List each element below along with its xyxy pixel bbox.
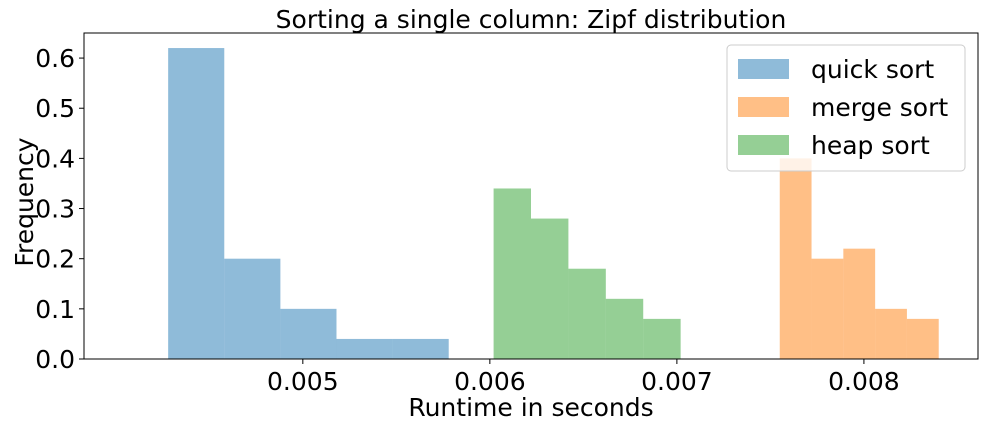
- histogram-bar: [336, 338, 393, 359]
- histogram-bar: [568, 268, 606, 359]
- histogram-bar: [811, 258, 844, 359]
- x-tick-label: 0.007: [641, 367, 713, 396]
- y-tick-label: 0.4: [35, 144, 75, 173]
- series-merge-sort: [779, 158, 939, 359]
- series-heap-sort: [493, 188, 681, 359]
- axes: 0.005 0.006 0.007 0.008 0.0 0.1 0.2 0.3 0.4 0.5 0.…: [35, 32, 979, 396]
- histogram-bar: [224, 258, 281, 359]
- y-tick-label: 0.1: [35, 295, 75, 324]
- plot-area: [168, 48, 939, 360]
- histogram-bar: [392, 338, 449, 359]
- legend-swatch: [738, 97, 789, 117]
- y-tick-label: 0.0: [35, 345, 75, 374]
- histogram-bar: [643, 318, 681, 359]
- x-tick-label: 0.006: [454, 367, 526, 396]
- histogram-bar: [779, 158, 812, 359]
- legend-label: quick sort: [811, 55, 934, 84]
- y-tick-label: 0.2: [35, 245, 75, 274]
- series-quick-sort: [168, 48, 449, 360]
- legend-swatch: [738, 59, 789, 79]
- histogram-bar: [531, 218, 569, 359]
- legend: quick sort merge sort heap sort: [726, 44, 966, 172]
- legend-swatch: [738, 135, 789, 155]
- histogram-bar: [168, 48, 225, 360]
- y-axis-label: Frequency: [10, 137, 39, 266]
- x-tick-label: 0.005: [267, 367, 339, 396]
- legend-label: heap sort: [811, 131, 930, 160]
- y-tick-label: 0.6: [35, 44, 75, 73]
- histogram-bar: [843, 248, 876, 359]
- chart-title: Sorting a single column: Zipf distributi…: [276, 5, 787, 34]
- histogram-bar: [605, 298, 644, 359]
- histogram-bar: [280, 308, 337, 359]
- histogram-bar: [875, 308, 907, 359]
- y-tick-label: 0.3: [35, 195, 75, 224]
- x-axis-label: Runtime in seconds: [408, 393, 653, 422]
- legend-label: merge sort: [811, 93, 948, 122]
- histogram-bar: [493, 188, 531, 359]
- y-tick-label: 0.5: [35, 94, 75, 123]
- x-tick-label: 0.008: [828, 367, 900, 396]
- histogram-bar: [906, 318, 939, 359]
- axes-frame: [83, 32, 979, 360]
